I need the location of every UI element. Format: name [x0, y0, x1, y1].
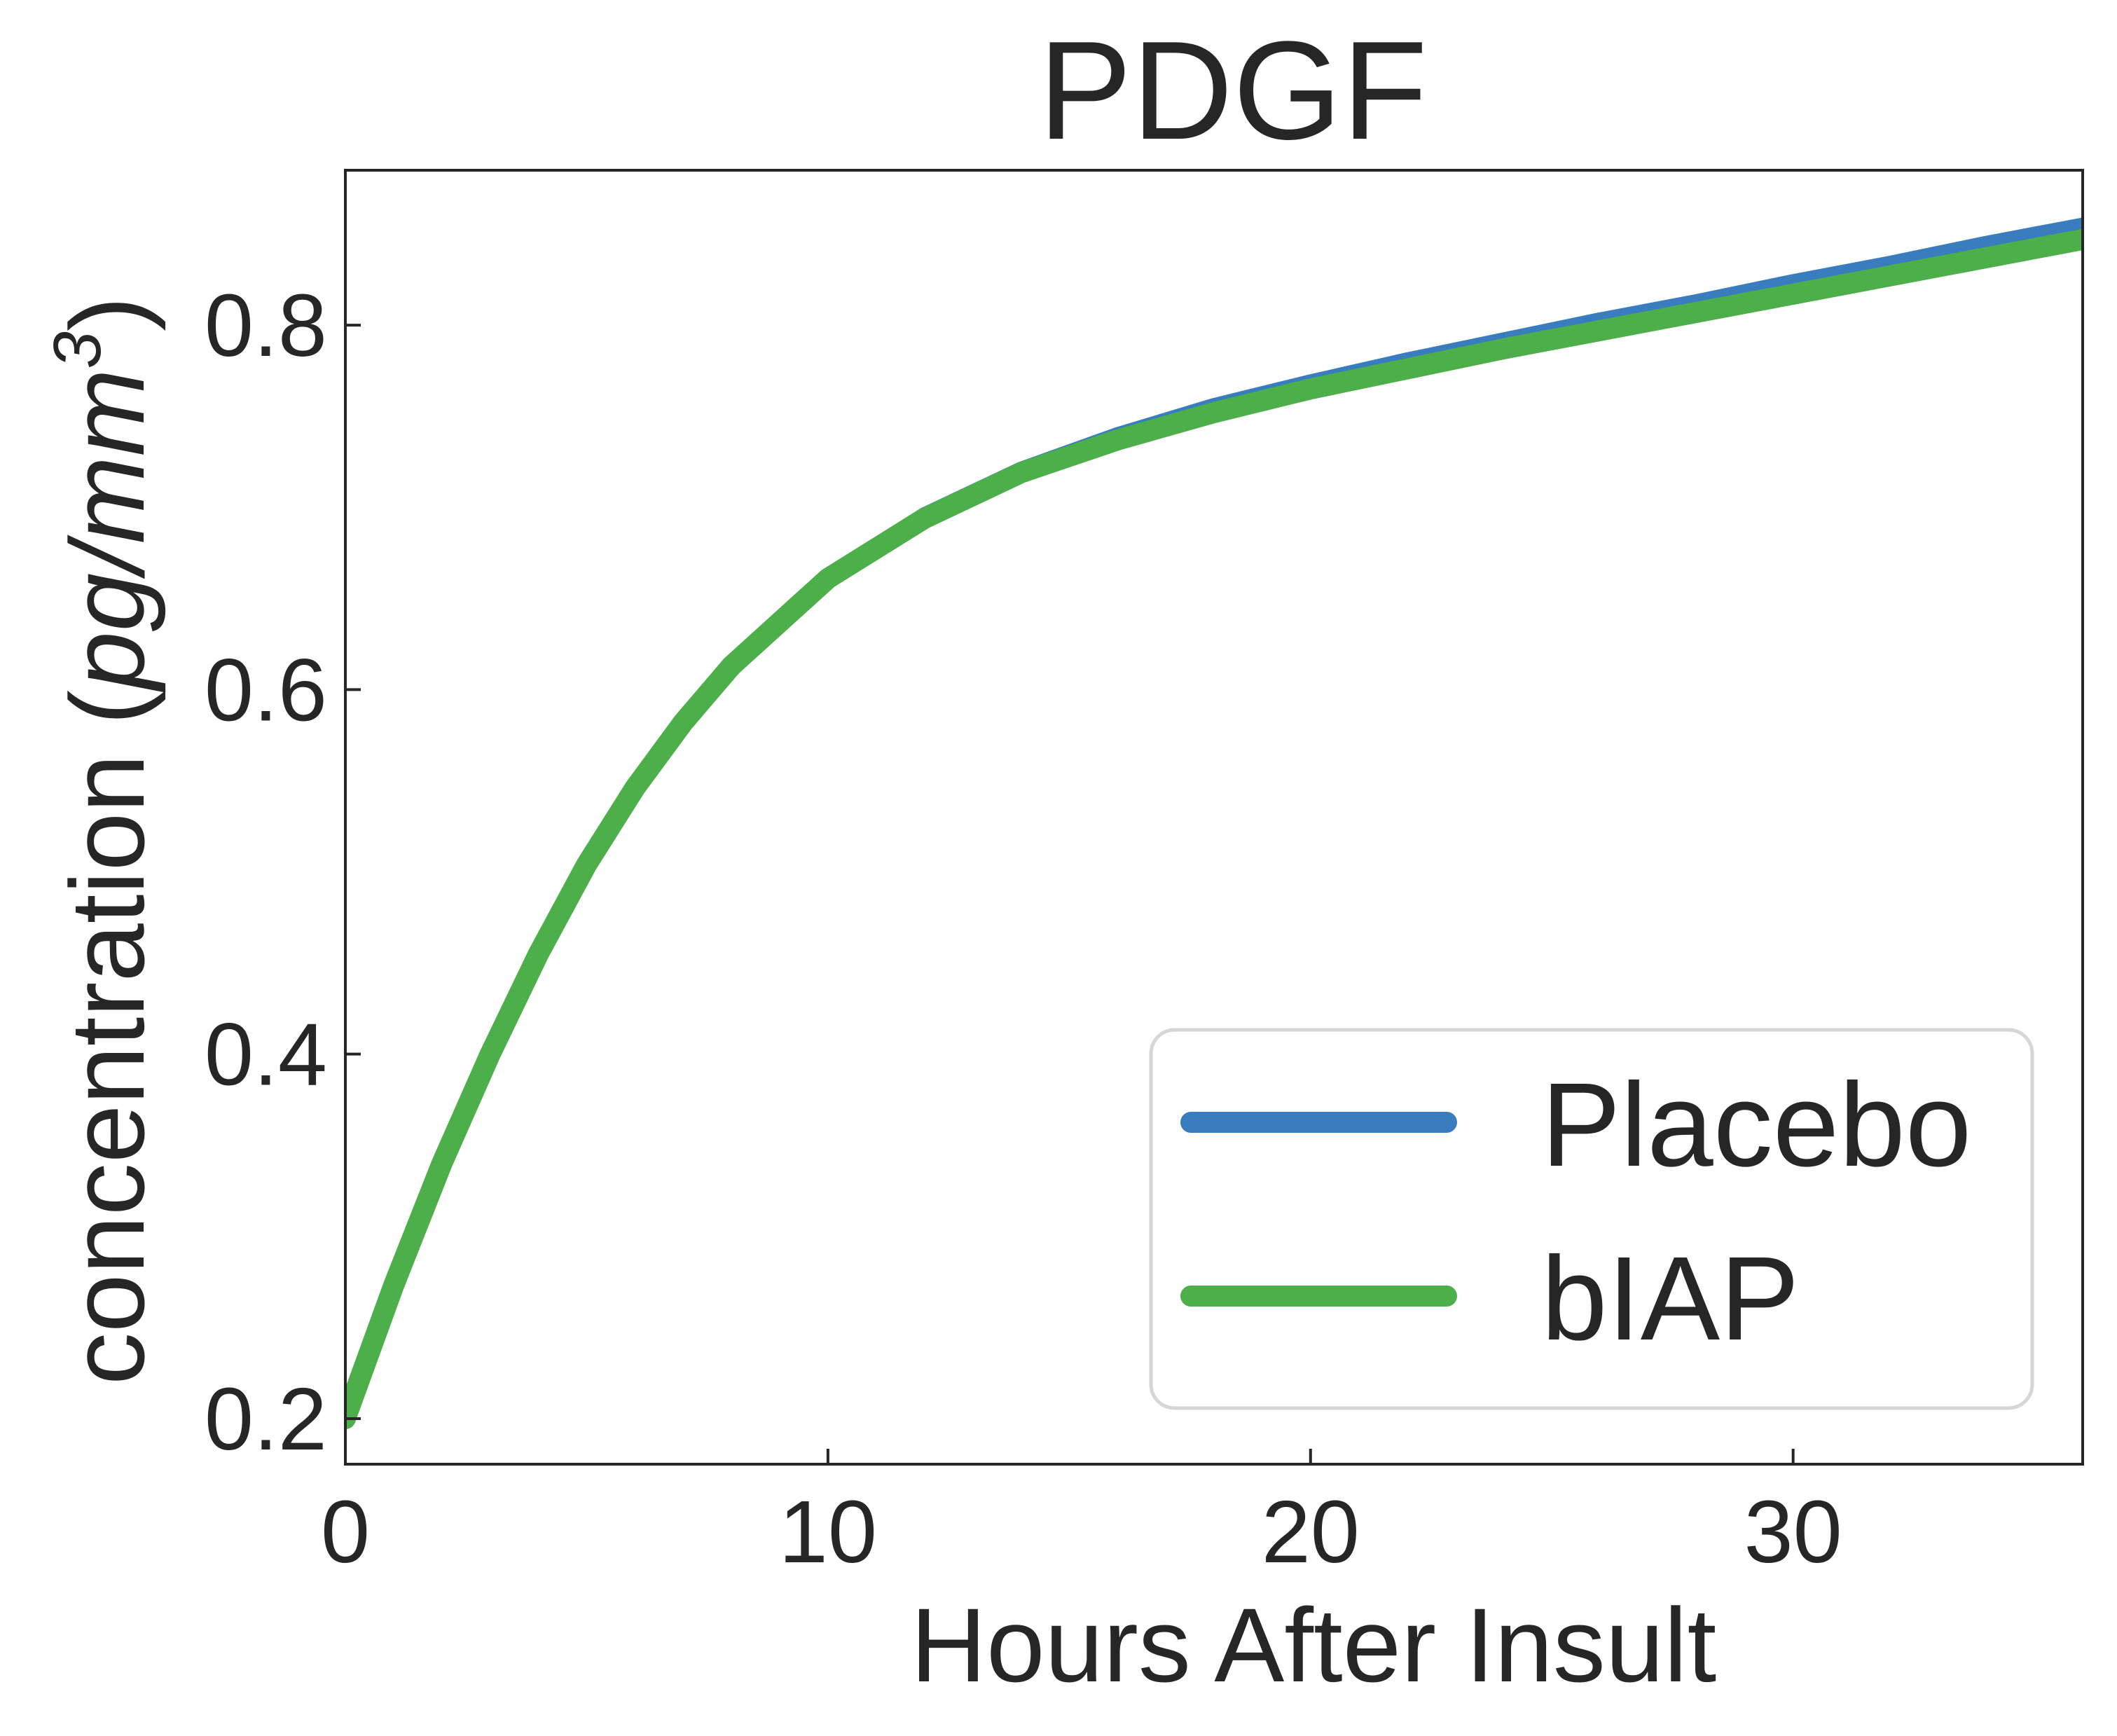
x-tick-label: 0: [321, 1482, 370, 1581]
y-axis: 0.2 0.4 0.6 0.8: [205, 276, 361, 1468]
plot-area: [344, 169, 2084, 1466]
x-tick-label: 30: [1744, 1482, 1842, 1581]
y-tick-label: 0.6: [205, 640, 327, 739]
x-tick-label: 10: [779, 1482, 877, 1581]
legend-label-biap: bIAP: [1541, 1232, 1800, 1365]
y-tick-label: 0.8: [205, 276, 327, 375]
series-line-biap: [345, 228, 2083, 1429]
series-lines: [345, 217, 2083, 1429]
legend: Placebo bIAP: [1149, 1028, 2034, 1410]
y-axis-label-superscript: 3: [40, 331, 115, 368]
legend-label-placebo: Placebo: [1541, 1059, 1971, 1192]
y-axis-label-close: ): [48, 296, 166, 331]
y-axis-label: concentration (pg/mm3): [40, 296, 166, 1385]
x-axis-label: Hours After Insult: [911, 1586, 1717, 1704]
chart-title: PDGF: [1038, 13, 1428, 169]
plot-frame: [344, 169, 2084, 1466]
y-tick-label: 0.4: [205, 1005, 327, 1104]
y-axis-label-unit: pg/mm: [48, 368, 166, 692]
x-axis: 0 10 20 30: [321, 1449, 1842, 1581]
y-axis-label-main: concentration (: [48, 690, 166, 1385]
x-tick-label: 20: [1262, 1482, 1360, 1581]
y-tick-label: 0.2: [205, 1370, 327, 1468]
